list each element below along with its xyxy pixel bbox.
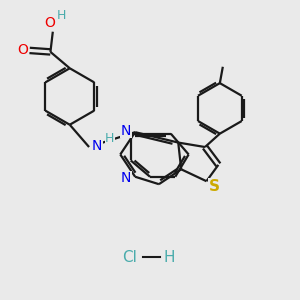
Text: N: N [121, 171, 131, 185]
Text: Cl: Cl [122, 250, 136, 265]
Text: O: O [44, 16, 55, 30]
Text: S: S [208, 179, 219, 194]
Text: H: H [56, 9, 66, 22]
Text: O: O [18, 44, 28, 57]
Text: H: H [164, 250, 175, 265]
Text: N: N [92, 139, 102, 152]
Text: N: N [121, 124, 131, 138]
Text: H: H [105, 132, 115, 145]
